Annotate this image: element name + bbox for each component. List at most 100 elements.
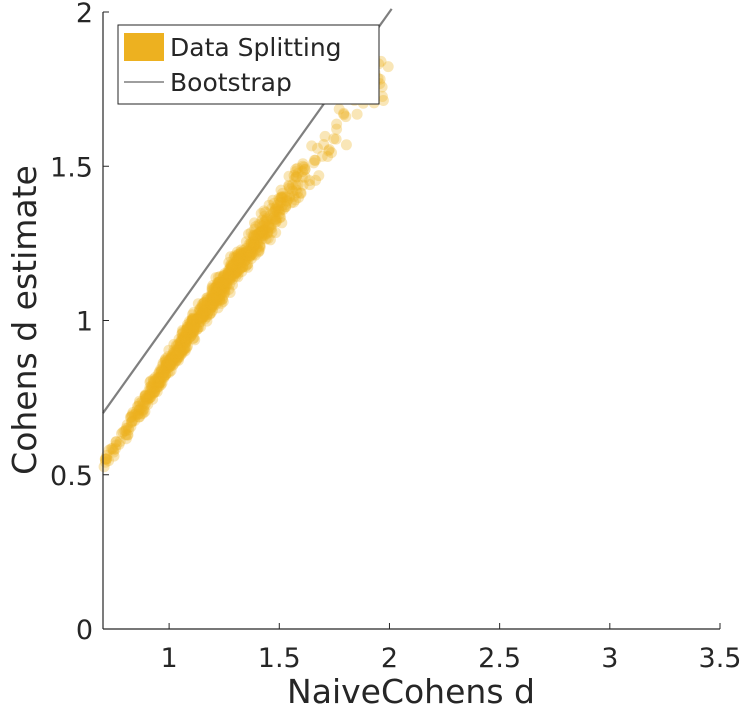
data-point — [188, 326, 200, 337]
data-point — [167, 360, 179, 371]
data-point — [160, 359, 172, 371]
data-point — [183, 326, 195, 338]
data-point — [239, 247, 251, 259]
data-point — [159, 369, 171, 381]
data-point — [170, 351, 182, 363]
data-point — [250, 229, 262, 241]
data-point — [175, 340, 187, 352]
data-point — [196, 307, 208, 319]
data-point — [189, 320, 201, 332]
data-point — [139, 391, 151, 402]
data-point — [145, 385, 156, 397]
data-point — [165, 352, 177, 364]
data-point — [176, 336, 188, 348]
data-point — [157, 371, 169, 383]
data-point — [172, 354, 184, 366]
data-point — [207, 304, 218, 316]
data-point — [197, 306, 209, 318]
data-point — [254, 219, 266, 231]
data-point — [234, 258, 246, 270]
data-point — [244, 243, 256, 255]
data-point — [222, 268, 234, 280]
data-point — [161, 367, 173, 379]
data-point — [206, 282, 218, 294]
data-point — [180, 337, 191, 349]
data-point — [105, 443, 117, 455]
data-point — [245, 227, 257, 239]
data-point — [140, 398, 152, 409]
data-point — [219, 277, 231, 289]
data-point — [225, 261, 237, 272]
data-point — [147, 380, 159, 392]
data-point — [163, 344, 175, 356]
data-point — [229, 267, 241, 279]
data-point — [237, 248, 249, 259]
data-point — [246, 245, 258, 257]
data-point — [280, 201, 292, 212]
data-point — [267, 213, 279, 225]
data-point — [224, 270, 236, 282]
data-point — [230, 265, 242, 277]
data-point — [247, 247, 258, 259]
data-point — [228, 263, 240, 275]
data-point — [225, 251, 237, 263]
data-point — [162, 358, 174, 370]
legend-swatch-data-splitting — [124, 33, 164, 61]
data-point — [165, 358, 177, 370]
data-point — [149, 386, 160, 398]
data-point — [160, 369, 171, 381]
data-point — [162, 351, 174, 362]
data-point — [113, 438, 125, 450]
data-point — [174, 339, 186, 351]
data-point — [176, 345, 188, 357]
data-point — [340, 111, 352, 123]
data-point — [145, 391, 157, 403]
data-point — [222, 267, 233, 279]
data-point — [219, 269, 231, 281]
data-point — [191, 314, 203, 326]
data-point — [239, 251, 251, 263]
data-point — [218, 277, 230, 289]
data-point — [222, 265, 234, 276]
data-point — [176, 324, 188, 336]
data-point — [214, 276, 226, 288]
data-point — [191, 313, 203, 325]
data-point — [248, 249, 259, 260]
data-point — [214, 271, 226, 283]
data-point — [276, 191, 288, 202]
data-point — [251, 236, 263, 248]
data-point — [181, 330, 193, 341]
data-point — [131, 405, 143, 416]
data-point — [101, 453, 113, 465]
data-point — [185, 317, 196, 329]
data-point — [195, 313, 207, 324]
data-point — [310, 174, 321, 186]
data-point — [176, 331, 188, 343]
data-point — [204, 298, 216, 310]
data-point — [288, 169, 300, 181]
data-point — [210, 287, 222, 299]
data-point — [252, 233, 263, 245]
data-point — [180, 334, 192, 346]
data-point — [245, 238, 257, 250]
data-point — [251, 238, 263, 250]
data-point — [254, 240, 266, 252]
data-point — [178, 332, 190, 344]
data-point — [340, 139, 352, 151]
data-point — [206, 289, 218, 301]
data-point — [265, 219, 277, 231]
data-point — [197, 311, 209, 323]
data-point — [133, 404, 145, 416]
data-point — [231, 266, 243, 278]
data-point — [163, 366, 175, 378]
data-point — [101, 453, 112, 465]
data-point — [188, 322, 200, 334]
data-point — [153, 373, 165, 384]
data-point — [108, 446, 120, 458]
data-point — [230, 267, 242, 279]
data-point — [285, 197, 297, 209]
data-point — [180, 335, 192, 347]
data-point — [240, 236, 252, 248]
data-point — [193, 321, 205, 333]
data-point — [157, 368, 169, 380]
